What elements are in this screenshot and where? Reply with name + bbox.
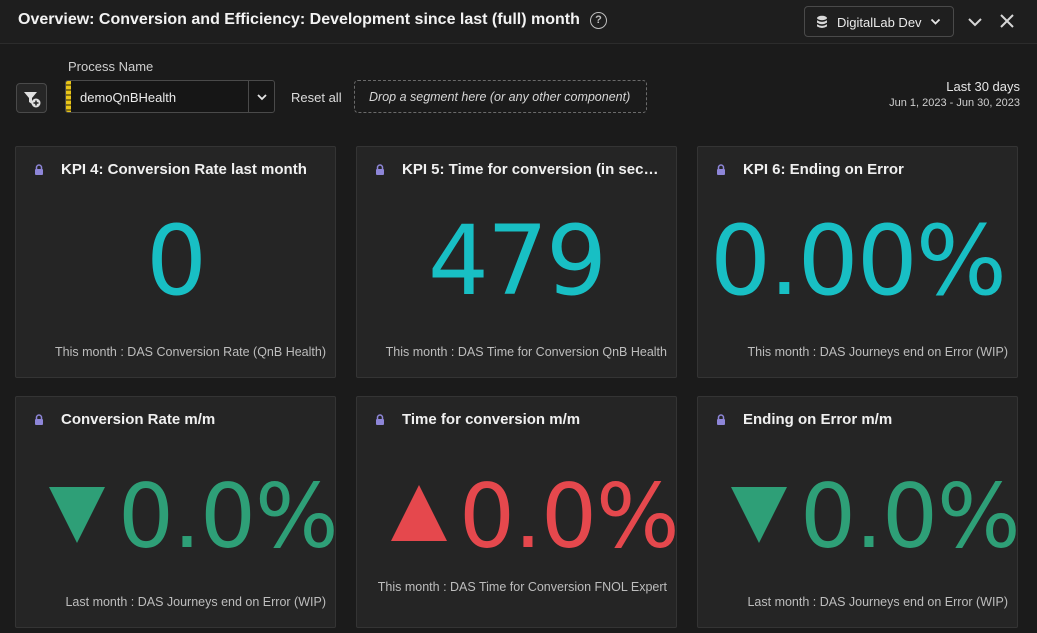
- help-icon[interactable]: ?: [590, 12, 607, 29]
- lock-icon: [376, 164, 384, 175]
- chevron-down-icon: [930, 18, 941, 25]
- trend-display: 0.0%: [357, 465, 680, 568]
- card-title: Conversion Rate m/m: [61, 411, 216, 428]
- card-footer: This month : DAS Time for Conversion QnB…: [385, 345, 667, 359]
- kpi-value: 479: [427, 205, 607, 317]
- card-title: KPI 5: Time for conversion (in seconds): [402, 161, 664, 178]
- process-name-label: Process Name: [68, 59, 154, 74]
- card-title: KPI 4: Conversion Rate last month: [61, 161, 307, 178]
- trend-card-conversion-rate[interactable]: Conversion Rate m/m 0.0% Last month : DA…: [15, 396, 339, 628]
- segment-drop-zone[interactable]: Drop a segment here (or any other compon…: [354, 80, 647, 113]
- panel-title: Overview: Conversion and Efficiency: Dev…: [18, 11, 580, 28]
- date-range-title[interactable]: Last 30 days: [946, 79, 1020, 94]
- reset-all-link[interactable]: Reset all: [291, 90, 342, 105]
- card-footer: Last month : DAS Journeys end on Error (…: [747, 595, 1008, 609]
- panel-header: Overview: Conversion and Efficiency: Dev…: [0, 0, 1037, 44]
- datasource-select[interactable]: DigitalLab Dev: [804, 6, 954, 37]
- datasource-label: DigitalLab Dev: [837, 15, 922, 30]
- lock-icon: [35, 414, 43, 425]
- collapse-chevron-icon[interactable]: [966, 13, 984, 31]
- card-title: Time for conversion m/m: [402, 411, 581, 428]
- card-footer: This month : DAS Time for Conversion FNO…: [377, 580, 667, 594]
- close-icon[interactable]: [998, 12, 1016, 30]
- add-filter-button[interactable]: [16, 83, 47, 113]
- trend-value: 0.0%: [118, 465, 339, 568]
- trend-card-time-for-conversion[interactable]: Time for conversion m/m 0.0% This month …: [356, 396, 680, 628]
- kpi-value: 0.00%: [710, 205, 1007, 317]
- card-footer: This month : DAS Conversion Rate (QnB He…: [55, 345, 326, 359]
- kpi-card-ending-on-error[interactable]: KPI 6: Ending on Error 0.00% This month …: [697, 146, 1018, 378]
- lock-icon: [717, 164, 725, 175]
- kpi-card-time-for-conversion[interactable]: KPI 5: Time for conversion (in seconds) …: [356, 146, 677, 378]
- up-triangle-icon: [391, 485, 447, 541]
- card-title: KPI 6: Ending on Error: [743, 161, 904, 178]
- trend-value: 0.0%: [800, 465, 1021, 568]
- lock-icon: [35, 164, 43, 175]
- dropdown-divider: [248, 81, 249, 112]
- down-triangle-icon: [731, 487, 787, 543]
- card-footer: This month : DAS Journeys end on Error (…: [747, 345, 1008, 359]
- trend-display: 0.0%: [698, 465, 1021, 568]
- chevron-down-icon[interactable]: [256, 91, 268, 103]
- date-range-dates: Jun 1, 2023 - Jun 30, 2023: [889, 97, 1020, 109]
- dimension-color-stripe: [66, 81, 71, 112]
- process-name-value: demoQnBHealth: [80, 90, 177, 105]
- kpi-card-conversion-rate[interactable]: KPI 4: Conversion Rate last month 0 This…: [15, 146, 336, 378]
- trend-value: 0.0%: [459, 465, 680, 568]
- down-triangle-icon: [49, 487, 105, 543]
- trend-card-ending-on-error[interactable]: Ending on Error m/m 0.0% Last month : DA…: [697, 396, 1021, 628]
- lock-icon: [717, 414, 725, 425]
- lock-icon: [376, 414, 384, 425]
- trend-display: 0.0%: [16, 465, 339, 568]
- card-footer: Last month : DAS Journeys end on Error (…: [65, 595, 326, 609]
- card-title: Ending on Error m/m: [743, 411, 893, 428]
- drop-zone-hint: Drop a segment here (or any other compon…: [369, 90, 631, 104]
- kpi-value: 0: [145, 205, 207, 317]
- filter-add-icon: [24, 92, 41, 108]
- database-icon: [817, 15, 827, 28]
- process-name-dropdown[interactable]: demoQnBHealth: [65, 80, 275, 113]
